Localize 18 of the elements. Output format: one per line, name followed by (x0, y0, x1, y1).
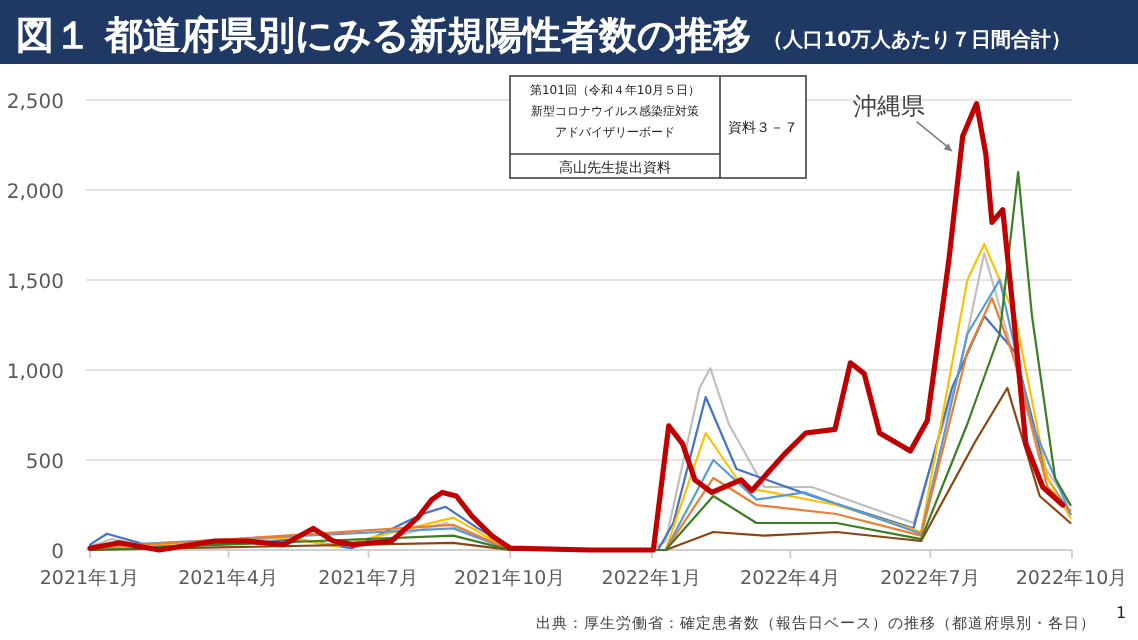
x-tick-label: 2021年1月 (39, 566, 141, 590)
x-tick-label: 2022年4月 (740, 566, 841, 590)
series-label: 沖縄県 (852, 91, 925, 120)
y-tick-label: 2,000 (6, 182, 64, 204)
x-tick-label: 2022年10月 (1015, 566, 1129, 590)
y-tick-label: 500 (25, 452, 64, 474)
chart-subtitle: （人口10万人あたり７日間合計） (763, 28, 1072, 52)
x-tick-label: 2021年10月 (453, 566, 567, 590)
x-tick-label: 2021年7月 (318, 566, 419, 590)
chart-title: 図１ 都道府県別にみる新規陽性者数の推移 (16, 14, 752, 58)
x-tick-label: 2022年1月 (601, 566, 703, 590)
y-tick-label: 1,500 (6, 272, 64, 294)
y-tick-label: 0 (51, 542, 64, 564)
y-tick-label: 1,000 (6, 362, 64, 384)
text: 1 (1116, 604, 1127, 622)
x-tick-label: 2022年7月 (880, 566, 981, 590)
y-tick-label: 2,500 (6, 92, 64, 114)
x-tick-label: 2021年4月 (178, 566, 279, 590)
